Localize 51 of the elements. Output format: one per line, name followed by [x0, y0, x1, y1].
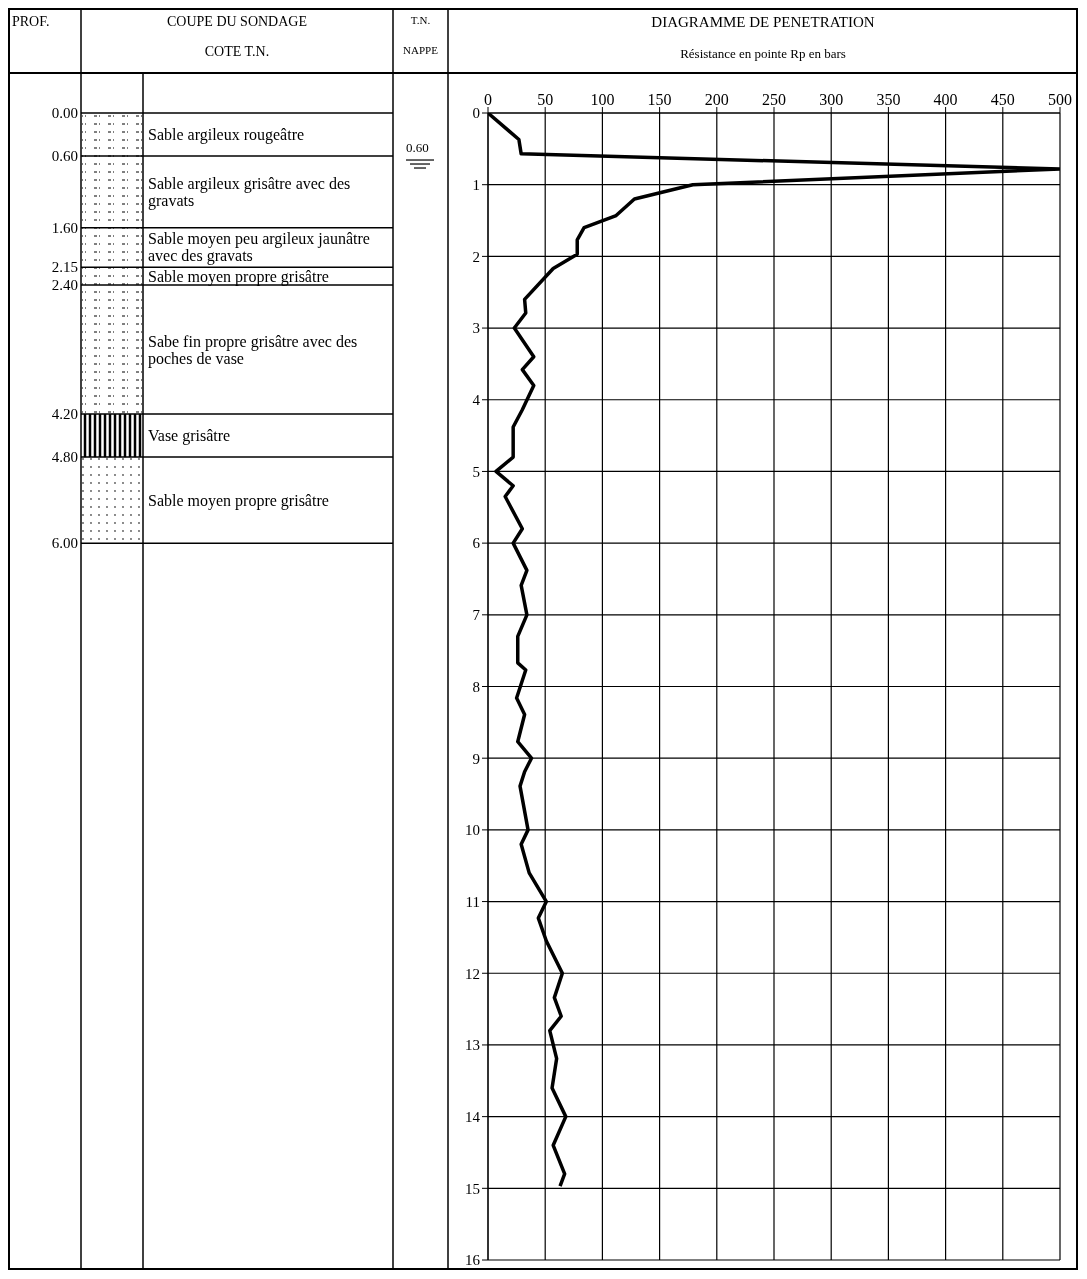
text: 0.60 — [10, 147, 78, 165]
x-axis-title: Résistance en pointe Rp en bars — [679, 46, 847, 62]
y-tick-label: 10 — [465, 822, 480, 839]
y-tick-label: 3 — [472, 320, 480, 337]
text: Sabe fin propre grisâtre avec des poches de vase — [148, 332, 359, 367]
x-tick-label: 450 — [990, 91, 1015, 108]
chart-title: DIAGRAMME DE PENETRATION — [650, 14, 876, 31]
x-tick-label: 150 — [647, 91, 672, 108]
y-tick-label: 0 — [472, 105, 480, 122]
text: 2.40 — [10, 276, 78, 295]
y-tick-label: 1 — [472, 177, 480, 194]
text: PROF. — [12, 14, 50, 30]
text: COUPE DU SONDAGE — [166, 14, 308, 30]
text: 1.60 — [10, 218, 78, 237]
text: 4.20 — [10, 405, 78, 424]
x-tick-label: 50 — [537, 91, 554, 108]
y-tick-label: 6 — [472, 535, 481, 552]
y-tick-label: 2 — [472, 248, 480, 265]
text: Sable moyen propre grisâtre — [148, 491, 329, 509]
y-tick-label: 4 — [472, 392, 481, 409]
x-tick-label: 400 — [933, 91, 958, 108]
y-tick-label: 7 — [472, 607, 481, 624]
text: Sable argileux rougeâtre — [148, 126, 305, 143]
y-tick-label: 12 — [465, 965, 480, 982]
x-tick-label: 300 — [819, 91, 844, 108]
text: NAPPE — [402, 44, 439, 56]
text: Vase grisâtre — [148, 427, 231, 445]
text: Sable moyen propre grisâtre — [148, 267, 329, 285]
y-tick-label: 11 — [465, 893, 480, 910]
y-tick-label: 5 — [472, 463, 480, 480]
x-tick-label: 500 — [1048, 91, 1072, 108]
y-tick-label: 9 — [472, 750, 480, 767]
text: 0.60 — [406, 140, 429, 156]
y-tick-label: 13 — [465, 1037, 480, 1054]
text: 4.80 — [10, 448, 78, 467]
text: 6.00 — [10, 534, 78, 553]
y-tick-label: 16 — [465, 1252, 481, 1269]
text: 2.15 — [10, 258, 78, 277]
text: 0.00 — [10, 104, 78, 122]
text: Sable moyen peu argileux jaunâtre avec des gravats — [148, 230, 371, 265]
y-tick-label: 8 — [472, 678, 480, 695]
text: Sable argileux grisâtre avec des gravats — [148, 174, 352, 209]
text: COTE T.N. — [203, 44, 271, 60]
text: T.N. — [409, 14, 432, 26]
y-tick-label: 15 — [465, 1180, 480, 1197]
y-tick-label: 14 — [465, 1108, 481, 1125]
x-tick-label: 250 — [762, 91, 786, 108]
x-tick-label: 350 — [876, 91, 901, 108]
x-tick-label: 100 — [590, 91, 615, 108]
x-tick-label: 200 — [704, 91, 729, 108]
x-tick-label: 0 — [484, 91, 492, 108]
